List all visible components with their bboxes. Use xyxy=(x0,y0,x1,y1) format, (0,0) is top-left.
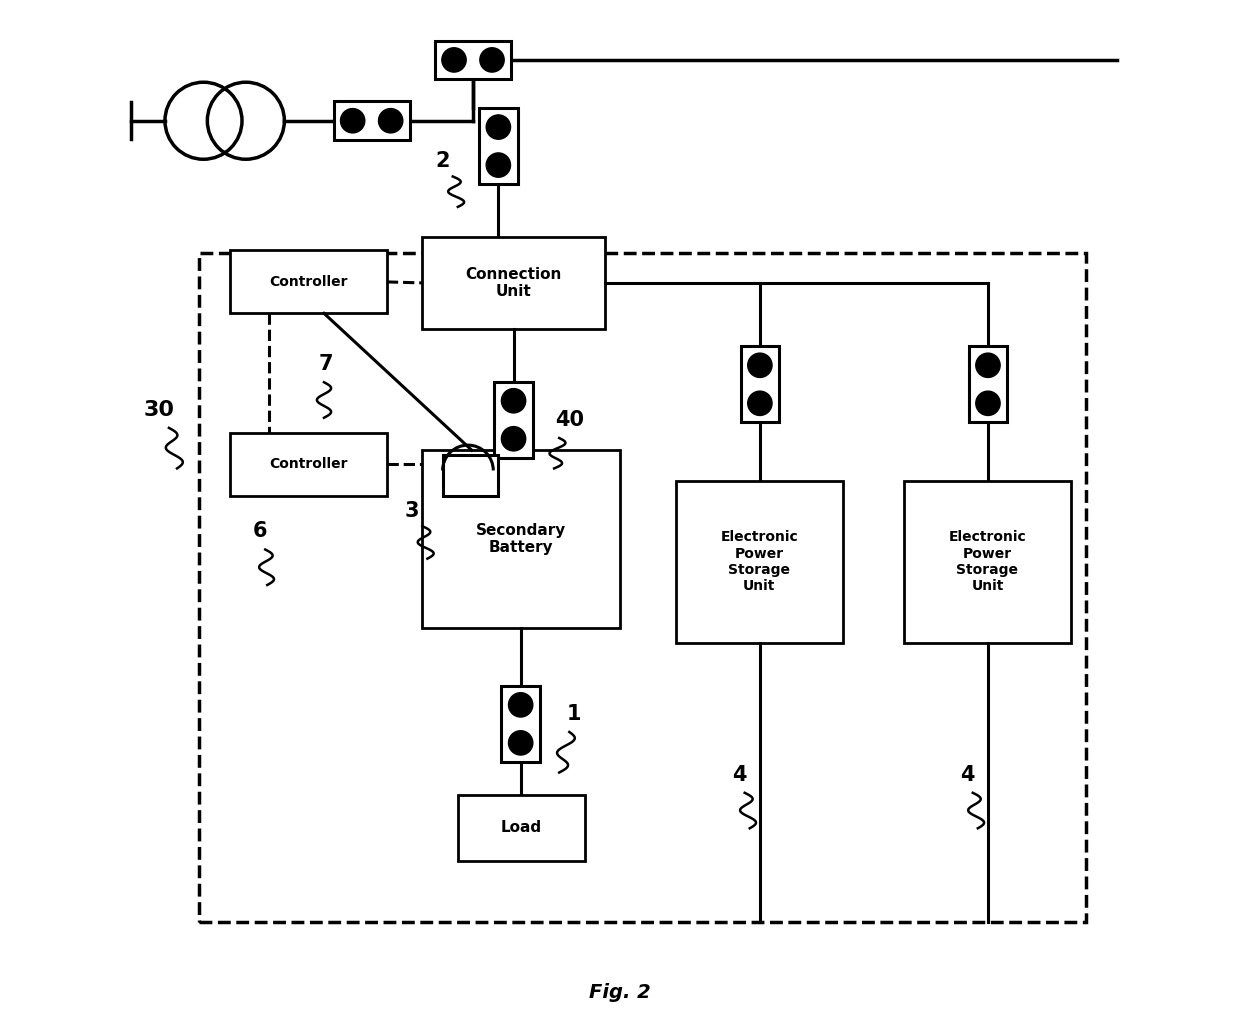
Circle shape xyxy=(341,108,365,133)
Circle shape xyxy=(748,391,773,416)
Text: Electronic
Power
Storage
Unit: Electronic Power Storage Unit xyxy=(949,530,1027,593)
Circle shape xyxy=(480,48,505,73)
Text: Controller: Controller xyxy=(269,275,347,289)
Circle shape xyxy=(486,114,511,139)
Circle shape xyxy=(976,354,1001,377)
Text: 7: 7 xyxy=(319,354,334,374)
Text: Secondary
Battery: Secondary Battery xyxy=(476,522,567,555)
Text: Load: Load xyxy=(501,821,542,835)
Text: 40: 40 xyxy=(554,410,584,430)
Bar xyxy=(495,382,533,458)
Text: 4: 4 xyxy=(961,764,975,785)
Text: 30: 30 xyxy=(144,400,175,420)
Text: 2: 2 xyxy=(435,151,450,172)
Text: Connection
Unit: Connection Unit xyxy=(465,267,562,299)
Circle shape xyxy=(748,354,773,377)
Text: 4: 4 xyxy=(733,764,746,785)
Bar xyxy=(904,480,1071,643)
Circle shape xyxy=(378,108,403,133)
Circle shape xyxy=(976,391,1001,416)
Bar xyxy=(423,450,620,628)
Text: 6: 6 xyxy=(253,521,268,542)
Text: Electronic
Power
Storage
Unit: Electronic Power Storage Unit xyxy=(720,530,799,593)
Bar xyxy=(479,108,517,184)
Bar xyxy=(423,237,605,328)
Text: Fig. 2: Fig. 2 xyxy=(589,983,651,1002)
Bar xyxy=(740,346,779,422)
Bar xyxy=(200,252,1086,922)
Bar xyxy=(334,101,409,140)
Text: 1: 1 xyxy=(567,704,582,724)
Circle shape xyxy=(486,153,511,177)
Bar xyxy=(443,455,498,496)
Bar xyxy=(229,433,387,496)
Bar xyxy=(501,686,539,761)
Circle shape xyxy=(508,731,533,755)
Text: Controller: Controller xyxy=(269,458,347,471)
Bar xyxy=(676,480,843,643)
Bar xyxy=(968,346,1007,422)
Circle shape xyxy=(508,693,533,717)
Text: 3: 3 xyxy=(405,501,419,521)
Bar xyxy=(458,795,584,861)
Circle shape xyxy=(441,48,466,73)
Circle shape xyxy=(501,426,526,451)
Bar xyxy=(435,41,511,79)
Bar xyxy=(229,250,387,314)
Circle shape xyxy=(501,388,526,413)
